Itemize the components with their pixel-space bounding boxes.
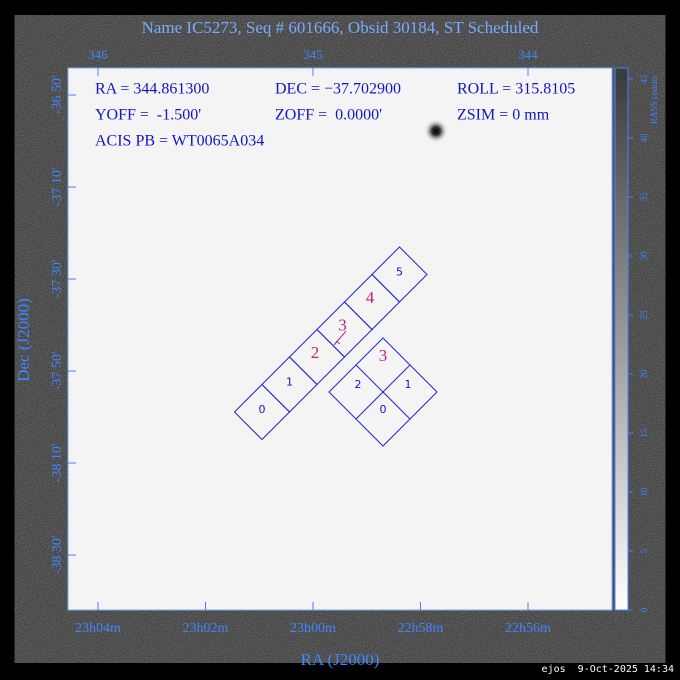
- info-text: ACIS PB = WT0065A034: [95, 133, 264, 150]
- colorbar-tick-label: 20: [639, 369, 649, 379]
- colorbar-title: RASS counts: [649, 75, 659, 124]
- y-tick-label: -37 10': [50, 168, 65, 207]
- y-tick-label: -37 30': [50, 260, 65, 299]
- info-text: ZSIM = 0 mm: [457, 107, 550, 124]
- s-chip-label: 1: [286, 376, 293, 389]
- x-tick-label: 23h02m: [183, 621, 229, 636]
- colorbar: [614, 67, 629, 611]
- x-tick-label: 23h04m: [75, 621, 121, 636]
- i-chip-label: 1: [405, 378, 412, 391]
- i-divider: [355, 364, 411, 420]
- s-chip-label: 2: [311, 343, 320, 362]
- colorbar-tick-label: 30: [639, 251, 649, 261]
- s-chip-label: 5: [396, 266, 403, 279]
- colorbar-tick-label: 10: [639, 487, 649, 497]
- s-chip: [371, 246, 428, 303]
- colorbar-tick-label: 0: [639, 607, 649, 612]
- y-tick-label: -37 50': [50, 352, 65, 391]
- image-noise: [69, 69, 611, 609]
- info-text: DEC = −37.702900: [275, 81, 401, 98]
- info-text: RA = 344.861300: [95, 81, 209, 98]
- y-axis-title: Dec (J2000): [14, 298, 33, 382]
- x-tick-label: 22h58m: [398, 621, 444, 636]
- info-block: RA = 344.861300 DEC = −37.702900 ROLL = 31…: [95, 81, 575, 150]
- colorbar-tick-label: 15: [639, 428, 649, 438]
- title: Name IC5273, Seq # 601666, Obsid 30184, …: [142, 18, 539, 37]
- info-text: YOFF = -1.500': [95, 107, 201, 124]
- colorbar-tick-label: 45: [639, 74, 649, 84]
- s-chip-label: 3: [338, 315, 347, 334]
- colorbar-tick-label: 5: [639, 548, 649, 553]
- top-tick-label: 346: [88, 47, 108, 62]
- i-array: [328, 337, 438, 447]
- y-tick-label: -38 30': [50, 536, 65, 575]
- y-tick-label: -36 50': [50, 76, 65, 115]
- x-ray-source: [424, 119, 448, 143]
- x-tick-label: 22h56m: [505, 621, 551, 636]
- x-tick-label: 23h00m: [290, 621, 336, 636]
- colorbar-tick-label: 40: [639, 133, 649, 143]
- top-tick-label: 345: [303, 47, 323, 62]
- colorbar-tick-label: 25: [639, 310, 649, 320]
- info-text: ROLL = 315.8105: [457, 81, 575, 98]
- footer: ejos 9-Oct-2025 14:34: [542, 664, 674, 675]
- i-chip-label: 2: [355, 378, 362, 391]
- y-tick-label: -38 10': [50, 444, 65, 483]
- info-text: ZOFF = 0.0000': [275, 107, 382, 124]
- s-chip-label: 0: [259, 403, 266, 416]
- colorbar-tick-label: 35: [639, 192, 649, 202]
- s-chip-label: 4: [366, 288, 375, 307]
- i-chip-label: 3: [379, 346, 388, 365]
- x-axis-title: RA (J2000): [301, 650, 380, 669]
- i-chip-label: 0: [380, 403, 387, 416]
- top-tick-label: 344: [518, 47, 538, 62]
- aimpoint-marker: [333, 330, 347, 346]
